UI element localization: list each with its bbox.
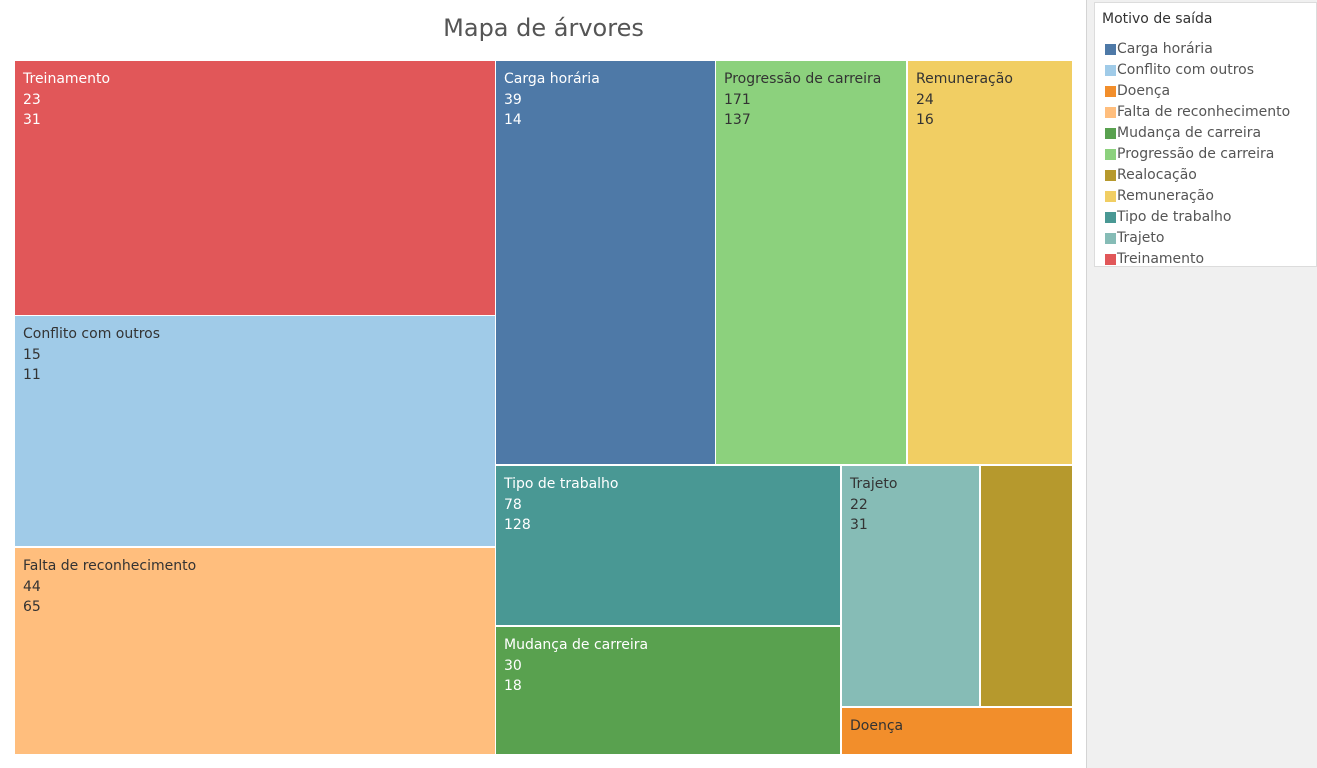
legend-swatch	[1105, 212, 1116, 223]
tile-rect-conflito-com-outros[interactable]	[15, 316, 495, 546]
tile-label: Tipo de trabalho	[503, 476, 618, 492]
tile-value: 23	[23, 92, 41, 108]
legend-swatch	[1105, 128, 1116, 139]
legend-item-progressao-de-carreira[interactable]: Progressão de carreira	[1095, 145, 1316, 166]
tile-value: 15	[23, 347, 41, 363]
tile-realocacao[interactable]	[981, 466, 1072, 706]
tile-rect-carga-horaria[interactable]	[496, 61, 715, 464]
tile-value: 78	[504, 497, 522, 513]
tile-rect-remuneracao[interactable]	[908, 61, 1072, 464]
chart-area: Mapa de árvores Treinamento 23 31 Conflito …	[15, 0, 1087, 768]
legend: Motivo de saída Carga horária Conflito co…	[1094, 2, 1317, 267]
legend-label: Remuneração	[1117, 188, 1214, 204]
tile-rect-tipo-de-trabalho[interactable]	[496, 466, 840, 625]
legend-swatch	[1105, 191, 1116, 202]
tile-value: 14	[504, 112, 522, 128]
treemap: Treinamento 23 31 Conflito com outros 15 11 Fa…	[15, 61, 1072, 754]
legend-title: Motivo de saída	[1102, 11, 1213, 27]
legend-swatch	[1105, 65, 1116, 76]
tile-label: Remuneração	[916, 71, 1013, 87]
tile-falta-de-reconhecimento[interactable]: Falta de reconhecimento 44 65	[15, 548, 495, 754]
tile-rect-falta-de-reconhecimento[interactable]	[15, 548, 495, 754]
tile-value: 128	[504, 517, 531, 533]
tile-progressao-de-carreira[interactable]: Progressão de carreira 171 137	[716, 61, 906, 464]
tile-value: 171	[724, 92, 751, 108]
tile-label: Carga horária	[504, 71, 600, 87]
legend-label: Progressão de carreira	[1117, 146, 1275, 162]
tile-value: 65	[23, 599, 41, 615]
legend-item-realocacao[interactable]: Realocação	[1095, 166, 1316, 187]
tile-rect-realocacao[interactable]	[981, 466, 1072, 706]
tile-value: 30	[504, 658, 522, 674]
legend-label: Mudança de carreira	[1117, 125, 1262, 141]
legend-item-mudanca-de-carreira[interactable]: Mudança de carreira	[1095, 124, 1316, 145]
tile-value: 22	[850, 497, 868, 513]
tile-rect-treinamento[interactable]	[15, 61, 495, 315]
legend-swatch	[1105, 254, 1116, 265]
legend-item-treinamento[interactable]: Treinamento	[1095, 250, 1316, 271]
tile-carga-horaria[interactable]: Carga horária 39 14	[496, 61, 715, 464]
side-panel: Motivo de saída Carga horária Conflito co…	[1087, 0, 1317, 768]
tile-rect-trajeto[interactable]	[842, 466, 979, 706]
legend-swatch	[1105, 107, 1116, 118]
legend-label: Carga horária	[1117, 41, 1213, 57]
tile-label: Doença	[850, 718, 903, 734]
tile-rect-progressao-de-carreira[interactable]	[716, 61, 906, 464]
legend-item-remuneracao[interactable]: Remuneração	[1095, 187, 1316, 208]
legend-item-doenca[interactable]: Doença	[1095, 82, 1316, 103]
tile-label: Trajeto	[849, 476, 897, 492]
legend-item-trajeto[interactable]: Trajeto	[1095, 229, 1316, 250]
legend-item-tipo-de-trabalho[interactable]: Tipo de trabalho	[1095, 208, 1316, 229]
legend-label: Realocação	[1117, 167, 1197, 183]
tile-value: 39	[504, 92, 522, 108]
tile-value: 31	[23, 112, 41, 128]
legend-swatch	[1105, 149, 1116, 160]
tile-value: 18	[504, 678, 522, 694]
legend-item-falta-de-reconhecimento[interactable]: Falta de reconhecimento	[1095, 103, 1316, 124]
legend-items: Carga horária Conflito com outros Doença Fa…	[1095, 40, 1316, 271]
tile-trajeto[interactable]: Trajeto 22 31	[842, 466, 979, 706]
tile-value: 11	[23, 367, 41, 383]
tile-value: 44	[23, 579, 41, 595]
tile-rect-mudanca-de-carreira[interactable]	[496, 627, 840, 754]
legend-swatch	[1105, 86, 1116, 97]
tile-value: 137	[724, 112, 751, 128]
legend-label: Trajeto	[1117, 230, 1165, 246]
tile-mudanca-de-carreira[interactable]: Mudança de carreira 30 18	[496, 627, 840, 754]
legend-label: Tipo de trabalho	[1117, 209, 1232, 225]
tile-value: 24	[916, 92, 934, 108]
tile-rect-doenca[interactable]	[842, 708, 1072, 754]
tile-label: Progressão de carreira	[724, 71, 881, 87]
legend-label: Falta de reconhecimento	[1117, 104, 1291, 120]
tile-value: 16	[916, 112, 934, 128]
legend-item-carga-horaria[interactable]: Carga horária	[1095, 40, 1316, 61]
tile-treinamento[interactable]: Treinamento 23 31	[15, 61, 495, 315]
tile-label: Falta de reconhecimento	[23, 558, 196, 574]
tile-label: Mudança de carreira	[504, 637, 648, 653]
tile-value: 31	[850, 517, 868, 533]
tile-label: Conflito com outros	[23, 326, 160, 342]
legend-swatch	[1105, 170, 1116, 181]
tile-doenca[interactable]: Doença	[842, 708, 1072, 754]
legend-label: Conflito com outros	[1117, 62, 1255, 78]
chart-title: Mapa de árvores	[443, 14, 644, 42]
legend-swatch	[1105, 233, 1116, 244]
tile-conflito-com-outros[interactable]: Conflito com outros 15 11	[15, 316, 495, 546]
tile-tipo-de-trabalho[interactable]: Tipo de trabalho 78 128	[496, 466, 840, 625]
legend-item-conflito-com-outros[interactable]: Conflito com outros	[1095, 61, 1316, 82]
tile-label: Treinamento	[22, 71, 110, 87]
legend-label: Treinamento	[1117, 251, 1205, 267]
legend-swatch	[1105, 44, 1116, 55]
legend-label: Doença	[1117, 83, 1171, 99]
tile-remuneracao[interactable]: Remuneração 24 16	[908, 61, 1072, 464]
